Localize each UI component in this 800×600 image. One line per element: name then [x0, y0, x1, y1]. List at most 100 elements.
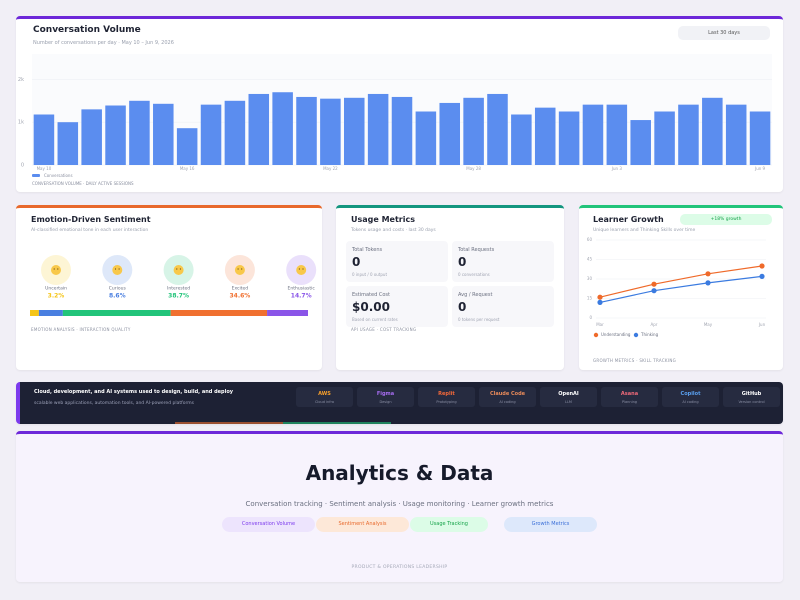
- bar: [558, 111, 580, 165]
- tool-name: Replit: [438, 391, 455, 397]
- emotion-percent: 8.6%: [109, 293, 126, 300]
- subtitle: AI-classified emotional tone in each use…: [31, 228, 149, 233]
- metric-value: $0.00: [352, 300, 390, 314]
- subtitle: Number of conversations per day · May 10…: [33, 40, 174, 46]
- sentiment-segment: [170, 310, 268, 316]
- metric-label: Estimated Cost: [352, 292, 390, 298]
- tool-badge: Claude Code AI coding: [479, 387, 536, 407]
- hero-pill[interactable]: Growth Metrics: [504, 517, 597, 532]
- tool-badge: GitHub Version control: [723, 387, 780, 407]
- tool-name: OpenAI: [558, 391, 579, 397]
- bar: [296, 96, 317, 165]
- tool-badge: Replit Prototyping: [418, 387, 475, 407]
- metric-card: Total Requests 0 0 conversations: [452, 241, 554, 282]
- hero-pill[interactable]: Conversation Volume: [222, 517, 315, 532]
- emotion-eye: [118, 268, 120, 270]
- bar: [248, 93, 270, 165]
- metric-sub: 0 tokens per request: [458, 317, 500, 322]
- bar: [534, 107, 556, 165]
- x-tick-label: Jun 3: [611, 166, 623, 171]
- metric-label: Total Tokens: [352, 247, 383, 253]
- bar: [224, 100, 246, 165]
- bar: [582, 104, 604, 165]
- range-button[interactable]: Last 30 days: [678, 26, 770, 40]
- legend-label: Understanding: [601, 332, 631, 337]
- emotion-eye: [241, 268, 243, 270]
- x-tick-label: Jun: [758, 322, 766, 327]
- y-tick-label: 1k: [18, 120, 24, 126]
- hero-pill[interactable]: Sentiment Analysis: [316, 517, 409, 532]
- x-tick-label: May: [704, 322, 713, 327]
- point: [597, 299, 603, 305]
- emotion-eye: [302, 268, 304, 270]
- banner-title: Cloud, development, and AI systems used …: [34, 389, 234, 395]
- bar: [367, 93, 389, 165]
- bar: [391, 96, 413, 165]
- emotion-label: Interested: [167, 286, 190, 292]
- legend-swatch: [593, 332, 599, 338]
- x-tick-label: May 10: [37, 166, 52, 171]
- point: [705, 280, 711, 286]
- bar: [153, 103, 174, 165]
- hero-footer: PRODUCT & OPERATIONS LEADERSHIP: [351, 565, 448, 570]
- metric-sub: 0 conversations: [458, 272, 490, 277]
- emotion-face: [296, 265, 307, 275]
- tool-desc: AI coding: [682, 400, 699, 404]
- legend-label: Conversations: [44, 173, 73, 178]
- metric-card: Estimated Cost $0.00 Based on current rate…: [346, 286, 448, 327]
- point: [651, 288, 657, 294]
- tool-name: AWS: [318, 391, 331, 397]
- y-tick-label: 0: [589, 315, 592, 320]
- emotion-face: [173, 265, 184, 275]
- emotion-eye: [298, 268, 300, 270]
- legend-swatch: [32, 174, 40, 177]
- series-line: [599, 275, 763, 303]
- bar: [678, 104, 699, 165]
- bar: [630, 120, 651, 165]
- hero-title: Analytics & Data: [305, 461, 494, 485]
- hero-pill[interactable]: Usage Tracking: [410, 517, 488, 532]
- tool-name: Copilot: [680, 391, 701, 397]
- emotion-percent: 14.7%: [291, 293, 312, 300]
- metric-sub: 0 input / 0 output: [352, 272, 388, 277]
- sentiment-card: Emotion-Driven Sentiment AI-classified e…: [16, 205, 322, 370]
- metric-card: Avg / Request 0 0 tokens per request: [452, 286, 554, 327]
- tool-badge: Copilot AI coding: [662, 387, 719, 407]
- metric-sub: Based on current rates: [352, 317, 398, 322]
- x-tick-label: Apr: [651, 322, 658, 327]
- bar: [487, 93, 508, 165]
- emotion-face: [112, 265, 123, 275]
- bar: [176, 128, 198, 165]
- banner-accent: [175, 422, 283, 424]
- y-tick-label: 2k: [18, 77, 24, 83]
- tool-desc: Cloud infra: [314, 400, 335, 404]
- growth-badge: +18% growth: [680, 214, 772, 225]
- bar: [320, 98, 341, 165]
- y-tick-label: 60: [587, 237, 593, 242]
- tool-badge: OpenAI LLM: [540, 387, 597, 407]
- tool-badge: AWS Cloud infra: [296, 387, 353, 407]
- tool-badge: Figma Design: [357, 387, 414, 407]
- emotion-percent: 34.6%: [229, 293, 250, 300]
- title: Learner Growth: [593, 215, 664, 224]
- emotion-eye: [176, 268, 178, 270]
- growth-card: Learner Growth +18% growth Unique learne…: [579, 205, 783, 370]
- y-tick-label: 0: [21, 163, 24, 169]
- bar: [415, 111, 437, 165]
- tool-desc: AI coding: [499, 400, 516, 404]
- bar: [200, 104, 222, 165]
- sentiment-segment: [30, 310, 39, 316]
- emotion-label: Uncertain: [45, 286, 67, 292]
- hero-subtitle: Conversation tracking · Sentiment analys…: [245, 500, 554, 508]
- metric-label: Total Requests: [458, 247, 495, 253]
- bar: [439, 102, 461, 165]
- point: [597, 294, 603, 300]
- bar: [463, 97, 484, 165]
- emotion-label: Excited: [232, 286, 249, 292]
- bar: [272, 92, 293, 165]
- title: Conversation Volume: [33, 25, 141, 35]
- x-tick-label: May 28: [466, 166, 481, 171]
- sentiment-segment: [267, 310, 308, 316]
- footer: CONVERSATION VOLUME · DAILY ACTIVE SESSI…: [32, 181, 134, 186]
